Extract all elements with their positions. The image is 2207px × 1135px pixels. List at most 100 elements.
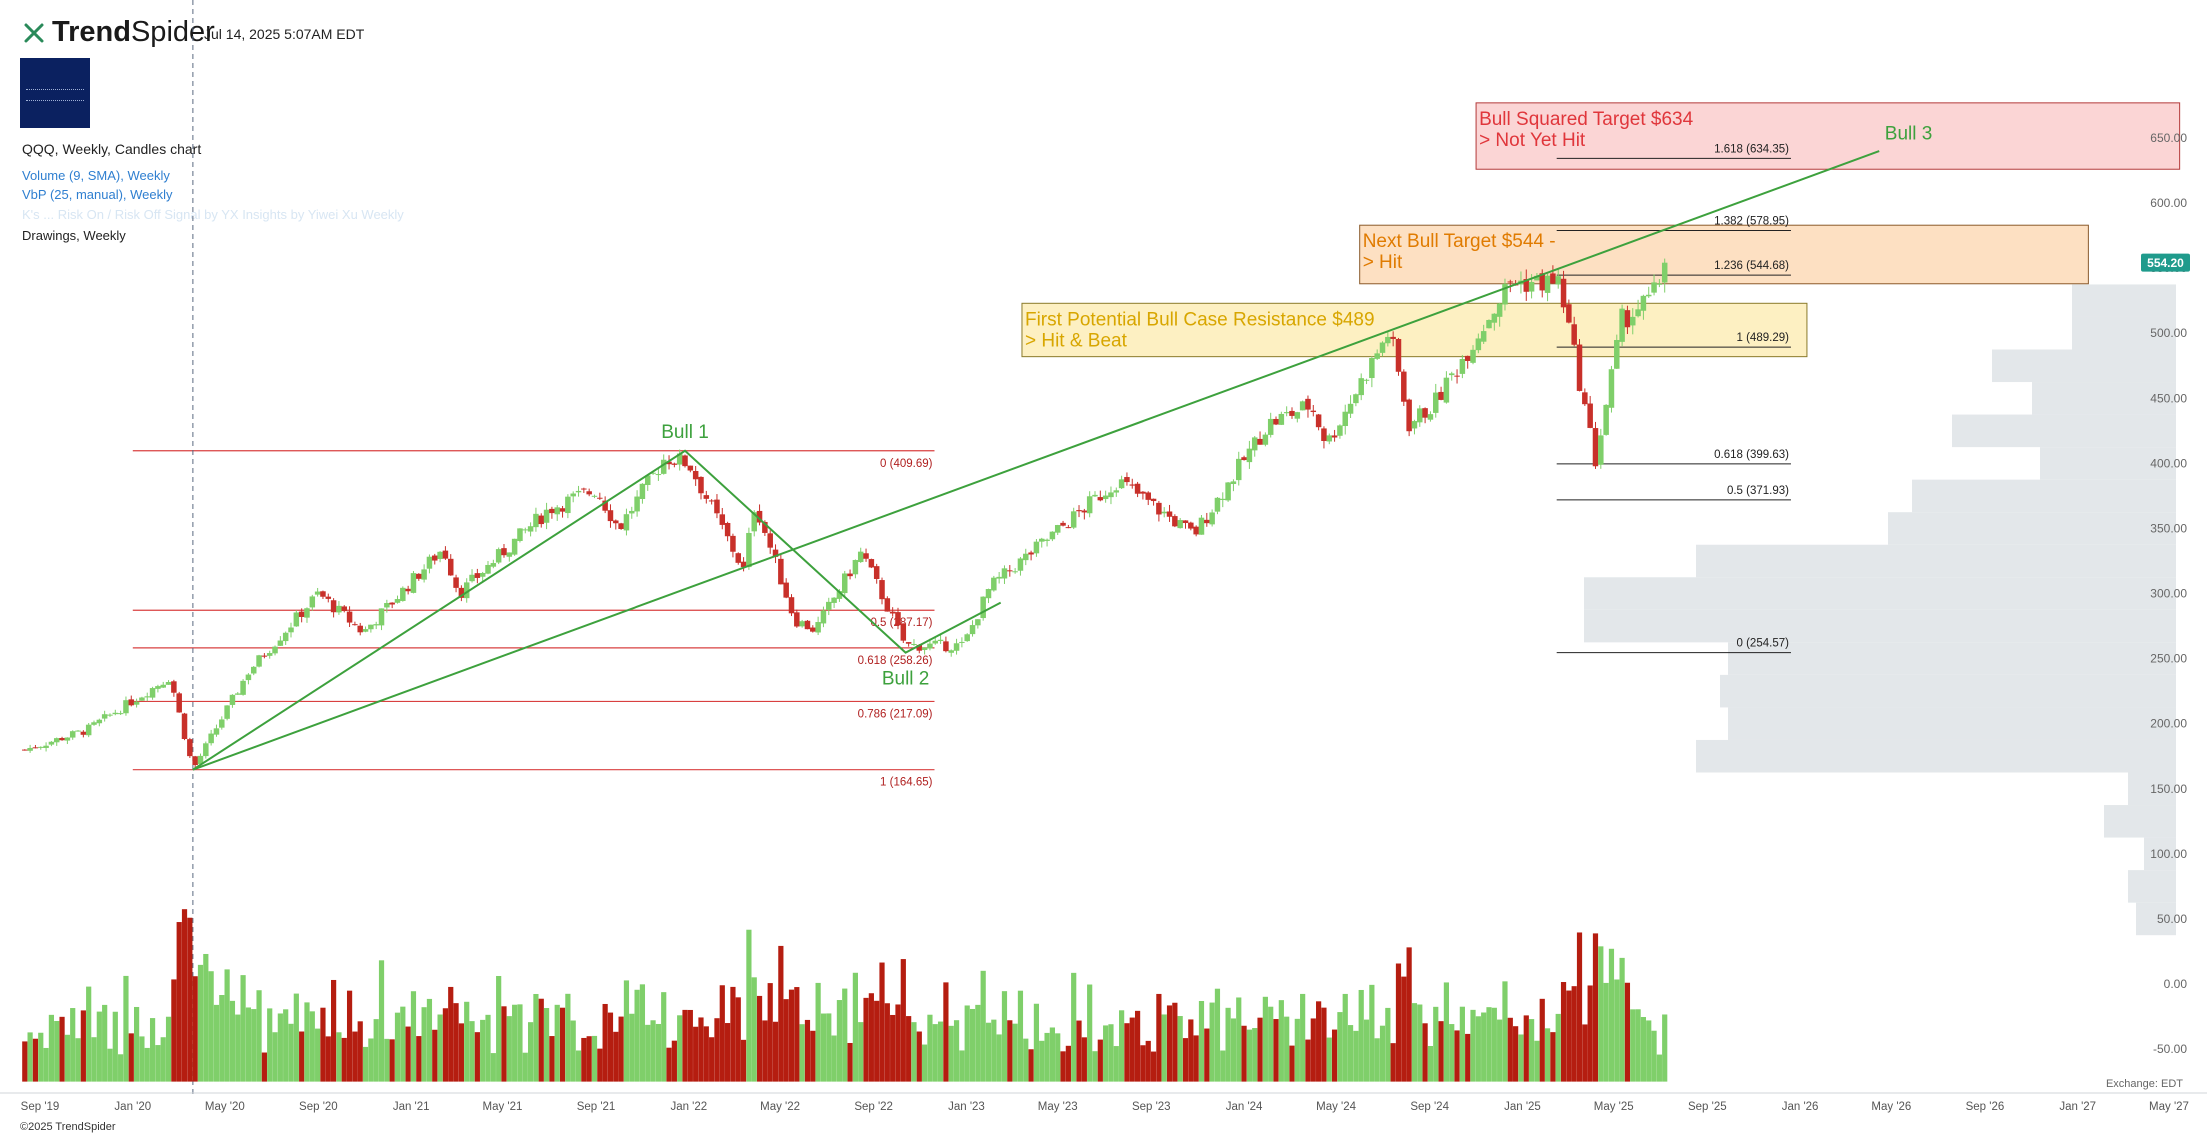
candle-body [1363,379,1370,381]
signal-legend[interactable]: K's ... Risk On / Risk Off Signal by YX … [22,207,404,222]
volume-bar [1113,1046,1119,1082]
candle-body [1555,276,1561,285]
candle-body [235,693,241,695]
candle-body [767,533,773,548]
volume-bar [1438,1021,1444,1082]
candle-body [501,548,507,556]
vbp-bar [1728,707,2176,740]
vbp-legend[interactable]: VbP (25, manual), Weekly [22,187,173,202]
volume-bar [416,1036,422,1082]
candle-body [357,625,363,633]
candle-body [1608,369,1615,408]
volume-legend[interactable]: Volume (9, SMA), Weekly [22,168,170,183]
candle-body [900,623,907,641]
x-axis-label: May '22 [760,1101,800,1113]
candle-body [1262,434,1269,445]
candle-body [719,514,726,525]
volume-bar [448,986,454,1082]
candle-body [421,569,427,580]
volume-bar [181,909,188,1082]
candle-body [1539,273,1545,291]
volume-bar [1097,1039,1103,1082]
candle-body [565,496,571,514]
candle-body [495,549,502,563]
volume-bar [1518,1034,1524,1082]
target-box-status: > Hit & Beat [1025,330,1128,351]
candle-body [400,587,406,601]
volume-bar [980,970,986,1082]
volume-bar [549,1036,555,1082]
volume-bar [426,998,433,1082]
candle-body [788,597,795,614]
volume-bar [879,962,885,1082]
candle-body [1204,519,1210,524]
volume-bar [1001,991,1008,1082]
volume-bar [959,1050,965,1082]
exchange-label: Exchange: EDT [2106,1078,2183,1090]
candle-body [1374,353,1380,359]
volume-bar [623,980,630,1082]
volume-bar [895,1004,901,1082]
volume-bar [1017,990,1024,1082]
candle-body [1049,531,1056,540]
volume-bar [1576,932,1583,1082]
volume-bar [1379,1025,1386,1082]
volume-bar [517,1004,523,1082]
candle-body [38,746,44,748]
vbp-bar [2104,805,2176,838]
x-axis-label: Sep '20 [299,1101,338,1113]
volume-bar [1060,1051,1066,1082]
volume-bar [1081,1037,1087,1082]
volume-bar [1326,1037,1332,1082]
volume-bar [570,1020,576,1082]
candle-body [847,573,853,577]
vbp-bar [2072,316,2176,350]
candle-body [22,749,28,751]
candle-body [1230,481,1237,485]
candle-body [1225,482,1231,501]
volume-bar [1055,1033,1061,1082]
volume-bar [1214,988,1221,1082]
candle-body [703,495,710,499]
volume-bar [1358,989,1364,1082]
volume-bar [261,1052,267,1082]
candle-body [863,553,869,559]
volume-bar [783,999,789,1082]
candle-body [1406,399,1412,432]
candle-body [117,713,124,715]
y-axis-label: 0.00 [2164,977,2188,991]
candle-body [1289,410,1295,416]
volume-bar [75,1038,81,1082]
candle-body [1166,511,1173,517]
candle-body [1241,457,1247,461]
candle-body [804,620,811,630]
candle-body [219,719,225,728]
candle-body [650,472,656,474]
volume-bar [1566,990,1572,1082]
candle-body [229,694,236,705]
pivot-label-bull-1: Bull 1 [661,422,709,443]
candle-body [1379,342,1386,353]
volume-bar [1619,957,1625,1082]
candle-body [873,566,880,579]
volume-bar [1406,947,1412,1082]
vbp-bar [2072,284,2176,317]
volume-bar [1481,1012,1487,1082]
symbol-legend[interactable]: QQQ, Weekly, Candles chart [22,141,202,157]
candle-body [43,745,49,748]
drawings-legend[interactable]: Drawings, Weekly [22,228,126,243]
volume-bar [1470,1009,1476,1082]
candle-body [1113,490,1120,493]
candle-body [884,598,891,612]
candle-body [671,463,678,465]
candle-body [1523,279,1530,292]
candle-body [1448,373,1455,376]
candle-body [1417,408,1423,423]
volume-bar [213,1004,220,1082]
copyright: ©2025 TrendSpider [20,1121,116,1133]
bull-trendline [192,150,1880,771]
volume-bar [331,979,337,1082]
candle-body [123,700,129,714]
candle-body [1661,262,1668,283]
